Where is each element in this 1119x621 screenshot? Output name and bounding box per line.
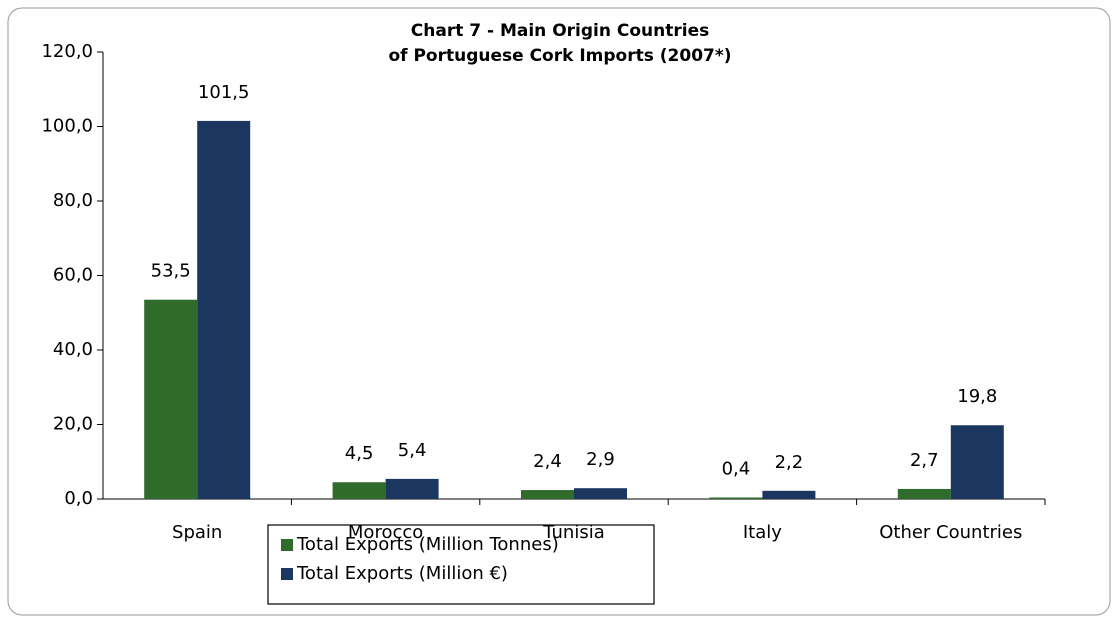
x-tick-label: Other Countries [879, 522, 1022, 543]
bar [897, 488, 951, 499]
value-label: 101,5 [198, 82, 250, 103]
x-tick-label: Morocco [348, 522, 423, 543]
value-label: 2,4 [533, 451, 562, 472]
y-tick-label: 100,0 [41, 116, 93, 137]
legend-swatch [281, 568, 293, 580]
legend [267, 524, 655, 605]
chart-title: Chart 7 - Main Origin Countries [411, 21, 709, 41]
value-label: 2,7 [910, 450, 939, 471]
value-label: 0,4 [722, 459, 751, 480]
y-tick-label: 40,0 [53, 339, 93, 360]
bar [521, 490, 574, 499]
bar [950, 425, 1004, 499]
legend-label: Total Exports (Million Tonnes) [296, 534, 559, 555]
value-label: 2,2 [775, 452, 804, 473]
x-tick-label: Italy [743, 522, 782, 543]
y-tick-label: 20,0 [53, 414, 93, 435]
y-tick-label: 120,0 [41, 41, 93, 62]
bar [385, 478, 439, 499]
y-tick-label: 80,0 [53, 190, 93, 211]
legend-label: Total Exports (Million €) [296, 563, 508, 584]
x-tick-label: Spain [172, 522, 222, 543]
y-tick-label: 60,0 [53, 265, 93, 286]
chart-title: of Portuguese Cork Imports (2007*) [388, 46, 731, 66]
value-label: 5,4 [398, 440, 427, 461]
bar [332, 482, 386, 499]
bar [197, 120, 251, 499]
x-tick-label: Tunisia [542, 522, 605, 543]
value-label: 4,5 [345, 443, 374, 464]
legend-swatch [281, 539, 293, 551]
chart-frame [7, 7, 1111, 616]
y-tick-label: 0,0 [64, 488, 93, 509]
bar [144, 299, 198, 499]
value-label: 19,8 [957, 386, 997, 407]
bar [709, 497, 763, 499]
bar [574, 488, 627, 499]
bar [762, 490, 816, 499]
value-label: 2,9 [586, 449, 615, 470]
value-label: 53,5 [151, 261, 191, 282]
